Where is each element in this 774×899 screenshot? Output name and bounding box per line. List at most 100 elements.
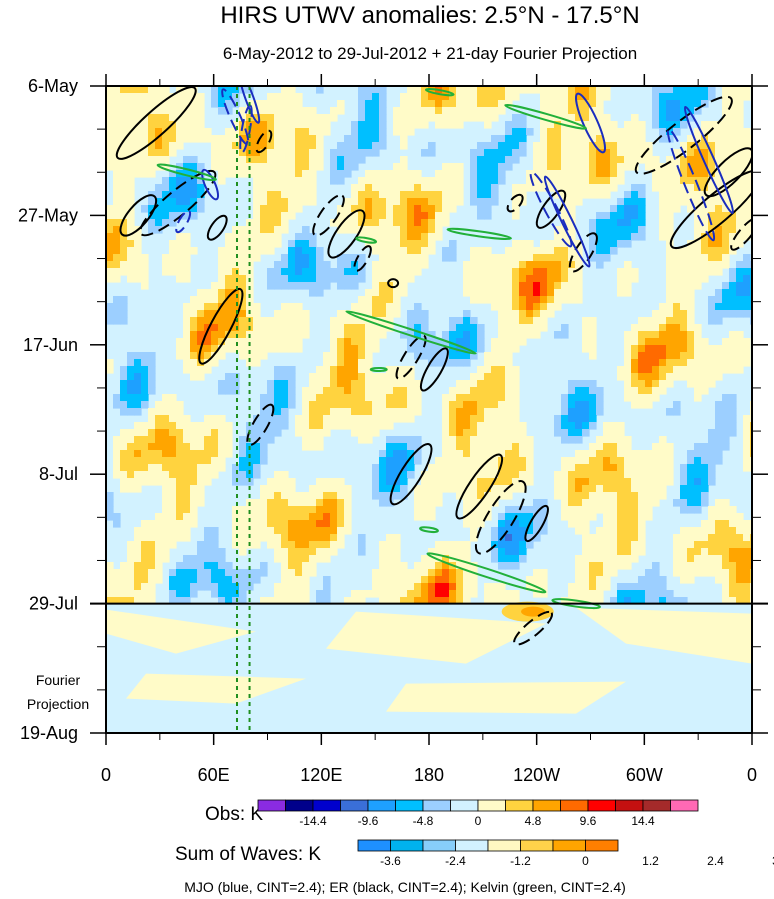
obs-cell <box>190 555 198 563</box>
obs-cell <box>743 254 751 262</box>
obs-cell <box>638 499 646 507</box>
obs-cell <box>302 149 310 157</box>
obs-cell <box>260 142 268 150</box>
obs-cell <box>631 219 639 227</box>
obs-cell <box>470 324 478 332</box>
obs-cell <box>540 289 548 297</box>
obs-cell <box>638 324 646 332</box>
obs-cell <box>666 156 674 164</box>
obs-cell <box>162 506 170 514</box>
obs-cell <box>421 240 429 248</box>
obs-cell <box>491 107 499 115</box>
obs-cell <box>547 254 555 262</box>
obs-cell <box>274 121 282 129</box>
obs-cell <box>218 555 226 563</box>
obs-cell <box>603 163 611 171</box>
obs-cell <box>253 191 261 199</box>
obs-cell <box>141 527 149 535</box>
er-contour <box>353 245 372 272</box>
obs-cell <box>414 268 422 276</box>
obs-cell <box>183 324 191 332</box>
obs-cell <box>715 310 723 318</box>
obs-cell <box>512 478 520 486</box>
obs-cell <box>533 268 541 276</box>
obs-cell <box>183 583 191 591</box>
obs-cell <box>421 191 429 199</box>
obs-cell <box>421 597 429 604</box>
obs-cell <box>645 149 653 157</box>
obs-cell <box>232 387 240 395</box>
obs-cell <box>582 191 590 199</box>
obs-cell <box>512 275 520 283</box>
obs-cell <box>435 107 443 115</box>
obs-cell <box>715 373 723 381</box>
obs-cell <box>204 464 212 472</box>
obs-cell <box>372 149 380 157</box>
obs-cell <box>736 583 744 591</box>
obs-cell <box>302 142 310 150</box>
obs-cell <box>197 296 205 304</box>
obs-cell <box>568 506 576 514</box>
obs-cell <box>561 282 569 290</box>
obs-cell <box>253 324 261 332</box>
obs-cell <box>687 366 695 374</box>
obs-cell <box>113 583 121 591</box>
obs-cell <box>624 506 632 514</box>
obs-cell <box>519 443 527 451</box>
obs-cell <box>365 177 373 185</box>
obs-cell <box>575 170 583 178</box>
obs-cell <box>428 478 436 486</box>
obs-cell <box>281 219 289 227</box>
obs-cell <box>421 485 429 493</box>
obs-cell <box>498 415 506 423</box>
obs-cell <box>722 408 730 416</box>
obs-cell <box>470 583 478 591</box>
obs-cell <box>127 142 135 150</box>
obs-cell <box>253 254 261 262</box>
obs-cell <box>659 436 667 444</box>
obs-cell <box>519 541 527 549</box>
obs-cell <box>400 415 408 423</box>
obs-cell <box>141 520 149 528</box>
obs-cell <box>708 436 716 444</box>
obs-cell <box>190 471 198 479</box>
obs-cell <box>309 394 317 402</box>
obs-cell <box>260 163 268 171</box>
obs-cell <box>470 345 478 353</box>
obs-cell <box>323 492 331 500</box>
obs-cell <box>589 121 597 129</box>
obs-cell <box>120 163 128 171</box>
obs-cell <box>148 450 156 458</box>
obs-cell <box>575 254 583 262</box>
obs-cell <box>701 373 709 381</box>
obs-cell <box>575 135 583 143</box>
obs-cell <box>715 198 723 206</box>
obs-cell <box>498 513 506 521</box>
obs-cell <box>225 429 233 437</box>
obs-cell <box>547 247 555 255</box>
obs-cell <box>680 471 688 479</box>
obs-cell <box>533 331 541 339</box>
er-contour <box>119 194 158 237</box>
obs-cell <box>414 107 422 115</box>
obs-cell <box>596 254 604 262</box>
obs-cell <box>673 597 681 604</box>
obs-cell <box>225 569 233 577</box>
obs-cell <box>463 261 471 269</box>
obs-cell <box>407 590 415 598</box>
obs-cell <box>666 100 674 108</box>
obs-cell <box>533 289 541 297</box>
obs-cell <box>281 282 289 290</box>
obs-cell <box>687 317 695 325</box>
obs-cell <box>197 429 205 437</box>
obs-cell <box>239 576 247 584</box>
obs-cell <box>127 583 135 591</box>
obs-cell <box>428 184 436 192</box>
obs-cell <box>463 401 471 409</box>
obs-cell <box>505 492 513 500</box>
obs-cell <box>162 177 170 185</box>
obs-cell <box>428 247 436 255</box>
obs-cell <box>533 569 541 577</box>
obs-cell <box>582 331 590 339</box>
obs-cell <box>463 275 471 283</box>
